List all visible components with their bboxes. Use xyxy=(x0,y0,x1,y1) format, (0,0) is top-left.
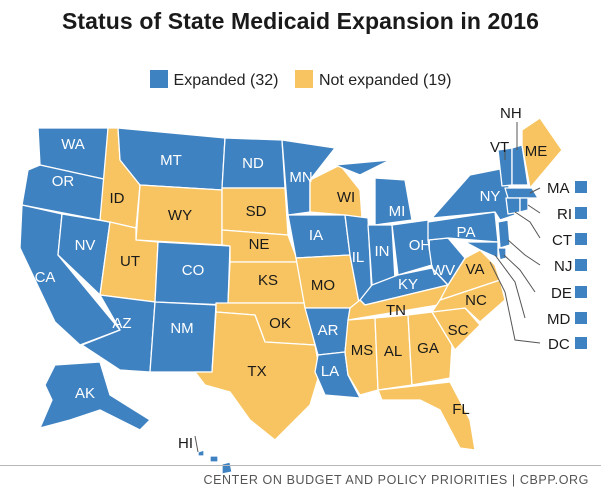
label-ok: OK xyxy=(269,315,291,332)
legend-item-expanded: Expanded (32) xyxy=(149,70,279,90)
label-nd: ND xyxy=(242,155,264,172)
label-sc: SC xyxy=(448,322,469,339)
state-fl[interactable] xyxy=(377,381,476,451)
footer-credit: CENTER ON BUDGET AND POLICY PRIORITIES |… xyxy=(203,473,589,487)
label-mn: MN xyxy=(289,169,312,186)
swatch-md xyxy=(575,312,587,324)
label-fl: FL xyxy=(452,401,470,418)
state-ct[interactable] xyxy=(505,197,521,215)
state-ri[interactable] xyxy=(519,197,529,213)
state-or[interactable] xyxy=(21,164,109,221)
label-nc: NC xyxy=(465,292,487,309)
callout-ma: MA xyxy=(547,180,570,197)
state-ny[interactable] xyxy=(431,167,516,221)
legend: Expanded (32) Not expanded (19) xyxy=(0,70,601,90)
label-az: AZ xyxy=(112,315,131,332)
label-ms: MS xyxy=(351,342,374,359)
leader-md xyxy=(494,254,526,319)
callout-ri: RI xyxy=(557,206,572,223)
label-tx: TX xyxy=(247,363,266,380)
swatch-de xyxy=(575,286,587,298)
leader-ma xyxy=(529,187,541,194)
callout-md: MD xyxy=(547,311,570,328)
map-title: Status of State Medicaid Expansion in 20… xyxy=(61,8,540,34)
leader-ri xyxy=(527,204,541,214)
leader-dc xyxy=(489,261,541,344)
legend-label-expanded: Expanded (32) xyxy=(173,72,279,89)
state-de[interactable] xyxy=(497,247,507,261)
state-mi[interactable] xyxy=(334,159,413,226)
label-ga: GA xyxy=(417,340,439,357)
label-nm: NM xyxy=(170,320,193,337)
label-ut: UT xyxy=(120,253,140,270)
swatch-ct xyxy=(575,233,587,245)
legend-item-not-expanded: Not expanded (19) xyxy=(294,70,452,90)
label-ky: KY xyxy=(398,276,418,293)
label-al: AL xyxy=(384,343,402,360)
label-ca: CA xyxy=(35,269,56,286)
leader-ct xyxy=(514,211,541,239)
state-ak[interactable] xyxy=(39,361,151,431)
label-id: ID xyxy=(110,190,125,207)
label-me: ME xyxy=(525,143,548,160)
state-nj[interactable] xyxy=(497,219,511,249)
label-wi: WI xyxy=(337,189,355,206)
label-ia: IA xyxy=(309,227,323,244)
label-oh: OH xyxy=(409,237,432,254)
state-nm[interactable] xyxy=(149,301,217,373)
legend-swatch-not-expanded xyxy=(294,70,313,88)
state-hi[interactable] xyxy=(197,449,233,475)
state-me[interactable] xyxy=(521,117,563,189)
swatch-nj xyxy=(575,259,587,271)
state-tx[interactable] xyxy=(194,311,321,441)
state-md[interactable] xyxy=(464,241,499,259)
state-ma[interactable] xyxy=(504,187,539,199)
label-tn: TN xyxy=(386,302,406,319)
label-or: OR xyxy=(52,173,75,190)
swatch-ma xyxy=(575,181,587,193)
label-wy: WY xyxy=(168,207,192,224)
callout-hi: HI xyxy=(178,435,193,452)
label-ar: AR xyxy=(318,322,339,339)
footer-divider xyxy=(0,465,601,466)
label-wa: WA xyxy=(61,136,85,153)
leader-nj xyxy=(507,239,541,266)
swatch-ri xyxy=(575,207,587,219)
leader-de xyxy=(503,254,536,293)
state-ga[interactable] xyxy=(407,311,453,386)
label-ne: NE xyxy=(249,236,270,253)
callout-dc: DC xyxy=(548,336,570,353)
label-co: CO xyxy=(182,262,205,279)
callout-de: DE xyxy=(551,285,572,302)
callout-nh: NH xyxy=(500,105,522,122)
legend-label-not-expanded: Not expanded (19) xyxy=(318,72,452,89)
label-in: IN xyxy=(375,243,390,260)
label-sd: SD xyxy=(246,203,267,220)
label-ny: NY xyxy=(480,188,501,205)
label-mi: MI xyxy=(389,203,406,220)
swatch-dc xyxy=(575,337,587,349)
label-nv: NV xyxy=(75,237,96,254)
label-il: IL xyxy=(352,249,365,266)
legend-swatch-expanded xyxy=(149,70,168,88)
label-wv: WV xyxy=(431,262,455,279)
label-pa: PA xyxy=(457,224,476,241)
callout-vt: VT xyxy=(490,139,509,156)
label-mo: MO xyxy=(311,277,335,294)
label-mt: MT xyxy=(160,152,182,169)
callout-nj: NJ xyxy=(554,258,572,275)
label-va: VA xyxy=(466,261,485,278)
label-ak: AK xyxy=(75,385,95,402)
callout-ct: CT xyxy=(552,232,572,249)
state-nh[interactable] xyxy=(511,144,529,186)
leader-hi xyxy=(194,435,199,453)
label-la: LA xyxy=(321,363,339,380)
label-ks: KS xyxy=(258,272,278,289)
